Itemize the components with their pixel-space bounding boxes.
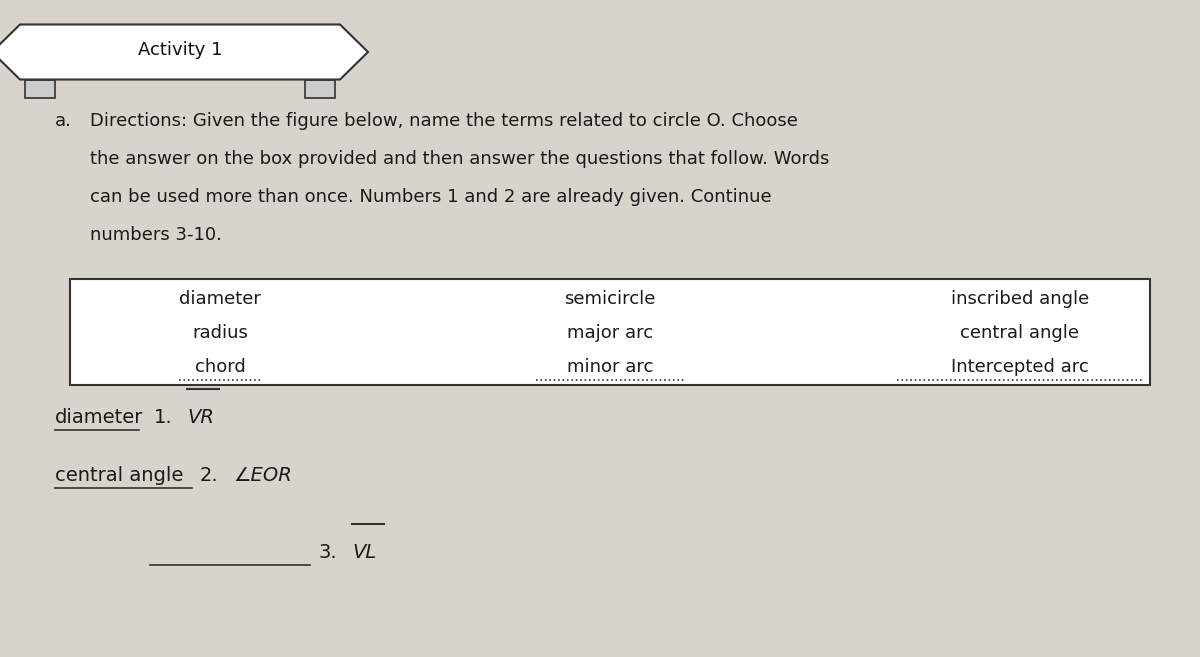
Polygon shape: [25, 79, 55, 97]
Text: Intercepted arc: Intercepted arc: [952, 358, 1088, 376]
Text: 2.: 2.: [199, 466, 218, 485]
Text: radius: radius: [192, 324, 248, 342]
Polygon shape: [305, 79, 335, 97]
Text: minor arc: minor arc: [566, 358, 653, 376]
FancyBboxPatch shape: [70, 279, 1150, 385]
Text: a.: a.: [55, 112, 72, 130]
Text: central angle: central angle: [55, 466, 184, 485]
Text: ∠EOR: ∠EOR: [234, 466, 293, 485]
Text: VR: VR: [187, 408, 214, 427]
Polygon shape: [0, 24, 368, 79]
Text: semicircle: semicircle: [564, 290, 655, 308]
Text: central angle: central angle: [960, 324, 1080, 342]
Text: numbers 3-10.: numbers 3-10.: [90, 226, 222, 244]
Text: Activity 1: Activity 1: [138, 41, 222, 59]
Text: the answer on the box provided and then answer the questions that follow. Words: the answer on the box provided and then …: [90, 150, 829, 168]
Text: 3.: 3.: [318, 543, 337, 562]
Text: chord: chord: [194, 358, 245, 376]
Text: can be used more than once. Numbers 1 and 2 are already given. Continue: can be used more than once. Numbers 1 an…: [90, 188, 772, 206]
Text: major arc: major arc: [566, 324, 653, 342]
Text: inscribed angle: inscribed angle: [950, 290, 1090, 308]
Text: Directions: Given the figure below, name the terms related to circle O. Choose: Directions: Given the figure below, name…: [90, 112, 798, 130]
Text: diameter: diameter: [55, 408, 143, 427]
Text: diameter: diameter: [179, 290, 260, 308]
Text: VL: VL: [352, 543, 377, 562]
Text: 1.: 1.: [154, 408, 173, 427]
